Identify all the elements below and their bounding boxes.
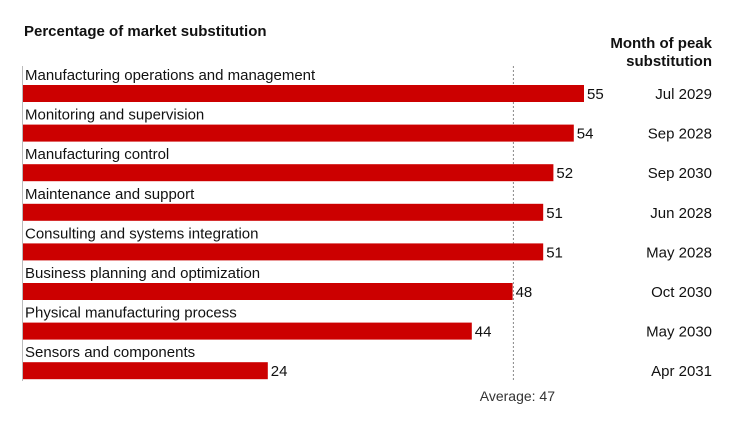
right-column-title-line-1: Month of peak	[610, 35, 712, 52]
category-label: Business planning and optimization	[25, 265, 260, 282]
category-label: Manufacturing operations and management	[25, 67, 316, 84]
chart-title: Percentage of market substitution	[24, 23, 267, 40]
bar-row: Manufacturing control 52 Sep 2030	[23, 146, 712, 182]
category-label: Sensors and components	[25, 344, 195, 361]
peak-month-label: Sep 2030	[648, 165, 712, 182]
category-label: Consulting and systems integration	[25, 225, 258, 242]
bar-row: Business planning and optimization 48 Oct …	[23, 265, 712, 301]
peak-month-label: Jun 2028	[650, 205, 712, 222]
bar	[23, 362, 268, 380]
value-label: 48	[516, 284, 533, 301]
bar-row: Sensors and components 24 Apr 2031	[23, 344, 712, 380]
value-label: 44	[475, 324, 492, 341]
bar	[23, 124, 574, 142]
category-label: Physical manufacturing process	[25, 305, 237, 322]
bar	[23, 322, 472, 340]
bar-row: Physical manufacturing process 44 May 2030	[23, 305, 712, 341]
value-label: 54	[577, 126, 594, 143]
bar	[23, 164, 554, 182]
peak-month-label: Sep 2028	[648, 126, 712, 143]
category-label: Manufacturing control	[25, 146, 169, 163]
category-label: Monitoring and supervision	[25, 107, 204, 124]
value-label: 52	[556, 165, 573, 182]
bar-row: Manufacturing operations and management 5…	[23, 67, 712, 103]
bar-row: Maintenance and support 51 Jun 2028	[23, 186, 712, 222]
peak-month-label: May 2028	[646, 244, 712, 261]
peak-month-label: May 2030	[646, 324, 712, 341]
value-label: 24	[271, 363, 288, 380]
value-label: 51	[546, 244, 563, 261]
bar-row: Monitoring and supervision 54 Sep 2028	[23, 107, 712, 143]
value-label: 55	[587, 86, 604, 103]
peak-month-label: Oct 2030	[651, 284, 712, 301]
value-label: 51	[546, 205, 563, 222]
category-label: Maintenance and support	[25, 186, 195, 203]
bar	[23, 85, 584, 102]
bar	[23, 283, 513, 300]
bar-row: Consulting and systems integration 51 May …	[23, 225, 712, 261]
average-label: Average: 47	[480, 388, 555, 404]
peak-month-label: Jul 2029	[655, 86, 712, 103]
bar	[23, 203, 544, 221]
peak-month-label: Apr 2031	[651, 363, 712, 380]
right-column-title-line-2: substitution	[626, 53, 712, 70]
bar	[23, 243, 544, 261]
